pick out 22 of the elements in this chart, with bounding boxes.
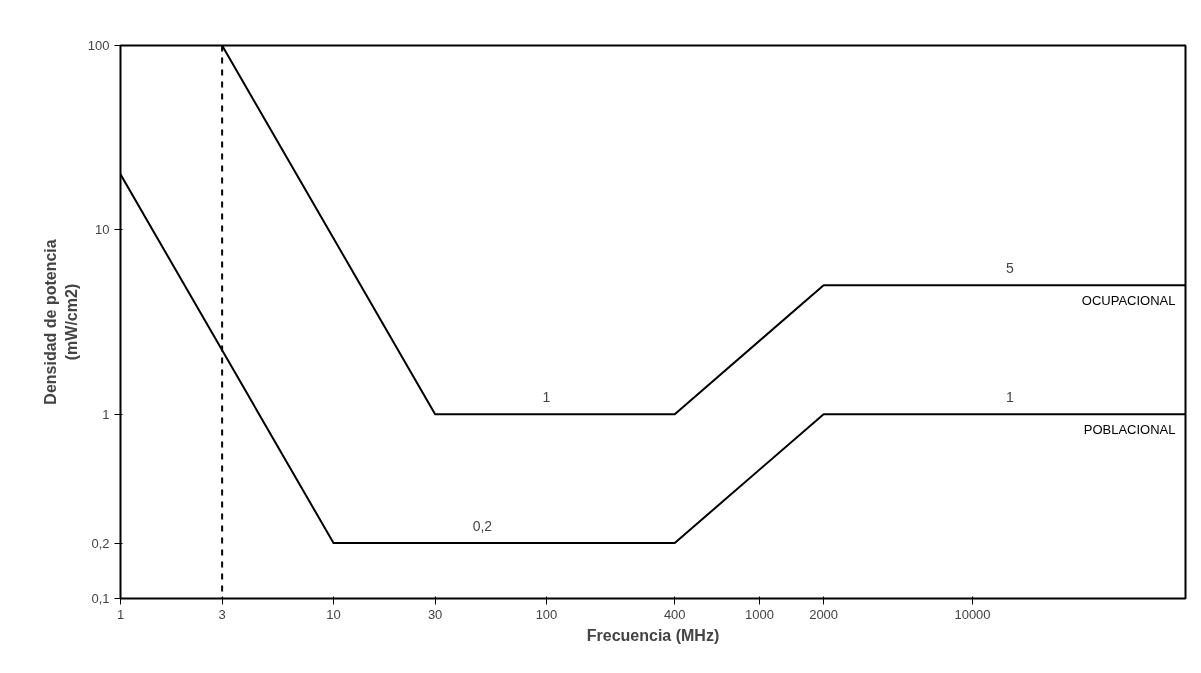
x-tick-label: 10 bbox=[326, 606, 341, 622]
annotation: 1 bbox=[542, 389, 551, 406]
annotation: 1 bbox=[1006, 389, 1015, 406]
annotation: 5 bbox=[1006, 260, 1015, 277]
x-tick-label: 10000 bbox=[954, 606, 991, 622]
x-axis-title: Frecuencia (MHz) bbox=[586, 626, 720, 644]
y-tick-label: 100 bbox=[87, 38, 110, 53]
series-label: POBLACIONAL bbox=[1083, 422, 1176, 438]
x-tick-label: 100 bbox=[535, 606, 558, 622]
x-tick-label: 1 bbox=[116, 606, 125, 622]
series-label: OCUPACIONAL bbox=[1081, 293, 1176, 309]
y-tick-label: 10 bbox=[95, 222, 110, 238]
x-tick-label: 3 bbox=[218, 606, 226, 622]
y-axis-title: Densidad de potencia (mW/cm2) bbox=[42, 239, 80, 405]
x-tick-label: 2000 bbox=[809, 606, 839, 622]
x-tick-label: 1000 bbox=[745, 606, 774, 622]
x-tick-label: 400 bbox=[663, 606, 686, 622]
y-tick-label: 0,2 bbox=[91, 535, 110, 551]
x-tick-label: 30 bbox=[427, 606, 443, 622]
annotation: 0,2 bbox=[472, 518, 493, 535]
y-tick-label: 1 bbox=[102, 406, 110, 422]
y-tick-label: 0,1 bbox=[91, 591, 110, 606]
